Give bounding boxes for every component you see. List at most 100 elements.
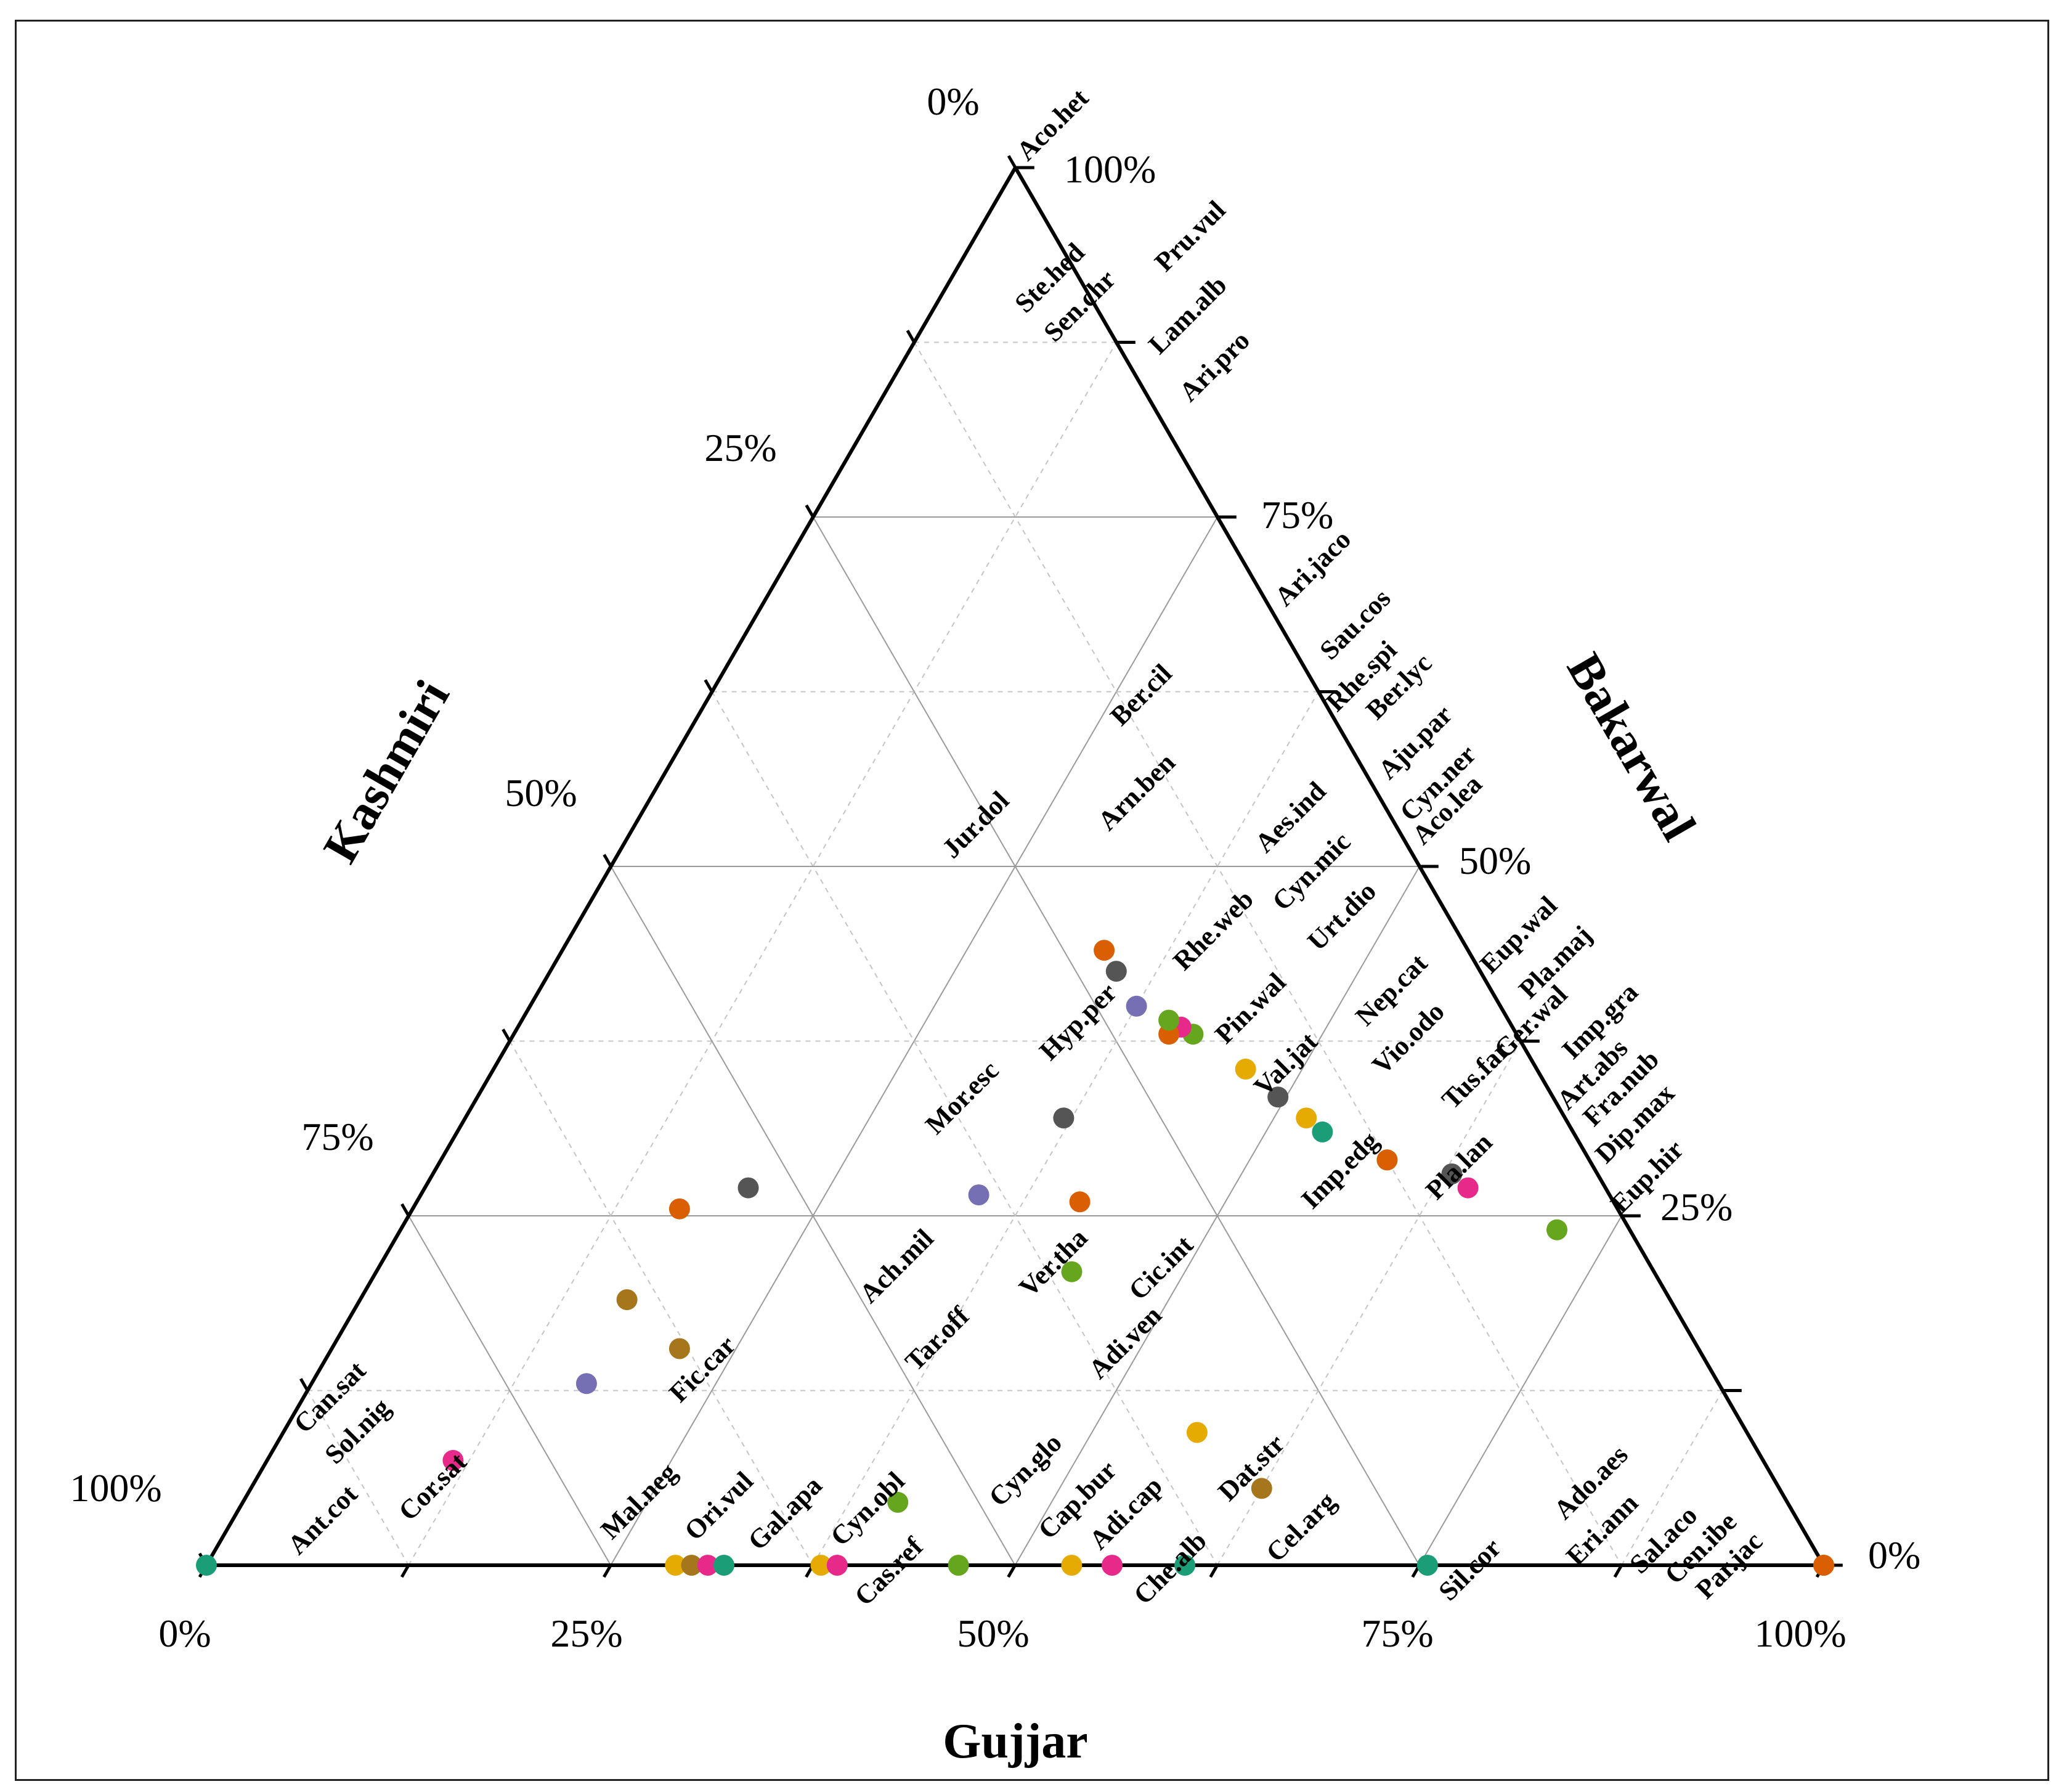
- data-point: [1813, 1555, 1834, 1576]
- left-axis-tick: [603, 853, 612, 868]
- chart-frame: [15, 20, 2049, 1781]
- grid-line-bakarwal: [812, 691, 1319, 1566]
- data-point: [1105, 961, 1127, 982]
- data-point: [968, 1184, 989, 1205]
- bottom-axis-tick: [400, 1564, 410, 1578]
- bottom-tick-label-75: 75%: [1361, 1611, 1433, 1655]
- point-label: Che.alb: [1127, 1526, 1213, 1611]
- grid-line-bakarwal: [1621, 1390, 1723, 1566]
- left-tick-label-0: 0%: [927, 79, 979, 123]
- data-point: [575, 1373, 597, 1395]
- data-point: [1416, 1555, 1438, 1576]
- data-point: [1267, 1086, 1289, 1108]
- data-point: [1312, 1121, 1333, 1142]
- data-point: [826, 1555, 848, 1576]
- left-axis-tick: [906, 330, 916, 343]
- left-tick-label-75: 75%: [301, 1115, 373, 1159]
- bottom-tick-label-25: 25%: [550, 1611, 622, 1655]
- point-label: Cas.ref: [848, 1531, 929, 1611]
- data-point: [713, 1555, 734, 1576]
- data-point: [1441, 1163, 1463, 1184]
- data-point: [1235, 1058, 1256, 1080]
- data-point: [737, 1177, 759, 1199]
- data-point: [1094, 940, 1115, 961]
- data-point: [1251, 1478, 1272, 1499]
- point-label: Tar.off: [899, 1300, 975, 1377]
- data-point: [1296, 1107, 1317, 1129]
- grid-line-bakarwal: [1014, 866, 1420, 1566]
- bottom-tick-label-0: 0%: [158, 1611, 211, 1655]
- data-point: [1061, 1261, 1083, 1282]
- grid-line-gujjar: [509, 1040, 814, 1566]
- data-point: [616, 1289, 638, 1311]
- data-point: [1376, 1149, 1398, 1171]
- point-label: Ari.jaco: [1269, 524, 1357, 612]
- right-tick-label-0: 0%: [1868, 1533, 1920, 1577]
- axis-title-kashmiri: Kashmiri: [313, 672, 460, 872]
- grid-line-gujjar: [408, 1215, 612, 1566]
- data-point: [1102, 1555, 1123, 1576]
- axis-title-bakarwal: Bakarwal: [1556, 645, 1706, 850]
- data-point: [948, 1555, 969, 1576]
- data-point: [1546, 1219, 1567, 1240]
- grid-line-bakarwal: [1216, 1040, 1521, 1566]
- right-tick-label-75: 75%: [1261, 493, 1333, 537]
- grid-line-gujjar: [711, 691, 1218, 1566]
- data-point: [1053, 1107, 1075, 1129]
- data-point: [1174, 1555, 1196, 1576]
- data-point: [668, 1198, 690, 1220]
- point-label: Pru.vul: [1148, 195, 1231, 277]
- axis-title-gujjar: Gujjar: [943, 1714, 1088, 1769]
- point-label: Cel.arg: [1260, 1486, 1341, 1568]
- bottom-tick-label-50: 50%: [957, 1611, 1029, 1655]
- right-tick-label-100: 100%: [1064, 147, 1156, 191]
- data-point: [1158, 1009, 1180, 1031]
- left-tick-label-25: 25%: [704, 426, 776, 470]
- grid-line-gujjar: [307, 1390, 409, 1566]
- point-label: Cor.sat: [392, 1446, 473, 1526]
- point-label: Ber.cil: [1104, 658, 1177, 731]
- bottom-axis-tick: [1007, 1564, 1017, 1578]
- point-label: Dat.str: [1212, 1428, 1290, 1507]
- point-label: Mal.neg: [595, 1457, 683, 1545]
- left-axis-tick: [502, 1028, 511, 1042]
- point-label: Pla.lan: [1420, 1127, 1498, 1205]
- bottom-axis-tick: [603, 1564, 612, 1578]
- point-label: Ver.tha: [1013, 1223, 1093, 1303]
- data-points: [196, 940, 1834, 1576]
- point-label: Tus.far: [1436, 1035, 1515, 1115]
- grid-line-bakarwal: [1418, 1215, 1622, 1566]
- point-label: Pin.wal: [1209, 967, 1291, 1049]
- point-label: Cyn.glo: [983, 1428, 1068, 1513]
- left-axis-tick: [805, 504, 815, 518]
- grid-line-gujjar: [610, 866, 1016, 1566]
- left-axis-tick: [299, 1378, 309, 1391]
- bottom-tick-label-100: 100%: [1754, 1611, 1846, 1655]
- grid-line-bakarwal: [408, 341, 1117, 1566]
- data-point: [810, 1555, 832, 1576]
- data-point: [665, 1555, 686, 1576]
- point-label: Arn.ben: [1092, 747, 1180, 836]
- left-tick-label-50: 50%: [505, 771, 577, 815]
- point-label: Ant.cot: [282, 1479, 364, 1561]
- data-point: [1061, 1555, 1083, 1576]
- point-label: Sil.cor: [1432, 1533, 1506, 1607]
- data-point: [1186, 1422, 1208, 1443]
- data-point: [697, 1555, 718, 1576]
- left-axis-tick: [400, 1203, 410, 1217]
- grid-line-gujjar: [914, 341, 1622, 1566]
- bottom-axis-tick: [1209, 1564, 1219, 1578]
- data-point: [681, 1555, 702, 1576]
- data-point: [1126, 995, 1147, 1017]
- point-label: Mor.esc: [919, 1055, 1004, 1140]
- grid-lines: [307, 341, 1723, 1566]
- data-point: [196, 1555, 217, 1576]
- point-label: Adi.ven: [1083, 1300, 1168, 1385]
- left-tick-label-100: 100%: [70, 1466, 161, 1510]
- point-label: Ach.mil: [853, 1223, 939, 1309]
- bottom-axis-tick: [1613, 1564, 1623, 1578]
- left-axis-tick: [1007, 155, 1017, 169]
- point-label: Imp.edg: [1295, 1126, 1384, 1215]
- left-axis-tick: [704, 679, 713, 693]
